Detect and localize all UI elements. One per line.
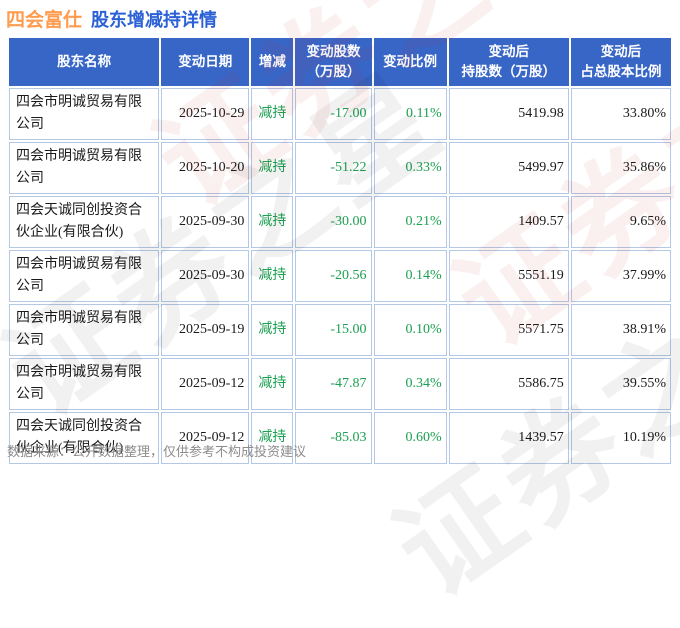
cell-shares-after: 5499.97 (448, 142, 569, 194)
page-title: 四会富仕 股东增减持详情 (6, 5, 217, 32)
cell-action: 减持 (251, 142, 294, 194)
cell-change-date: 2025-09-30 (161, 196, 250, 248)
cell-change-date: 2025-09-30 (161, 250, 250, 302)
cell-change-date: 2025-10-20 (161, 142, 250, 194)
cell-change-ratio: 0.21% (373, 196, 447, 248)
cell-shares-after: 1409.57 (448, 196, 569, 248)
stock-name: 四会富仕 (6, 10, 83, 31)
cell-shareholder-name: 四会天诚同创投资合伙企业(有限合伙) (9, 412, 160, 464)
cell-shareholder-name: 四会天诚同创投资合伙企业(有限合伙) (9, 196, 160, 248)
cell-change-date: 2025-10-29 (161, 88, 250, 140)
cell-shareholder-name: 四会市明诚贸易有限公司 (9, 250, 160, 302)
cell-ratio-after: 9.65% (570, 196, 671, 248)
cell-ratio-after: 33.80% (570, 88, 671, 140)
cell-ratio-after: 10.19% (570, 412, 671, 464)
cell-change-shares: -85.03 (295, 412, 372, 464)
cell-shares-after: 5586.75 (448, 358, 569, 410)
cell-ratio-after: 38.91% (570, 304, 671, 356)
table-row: 四会市明诚贸易有限公司 2025-09-30 减持 -20.56 0.14% 5… (9, 250, 671, 302)
col-header-shareholder-name: 股东名称 (9, 38, 160, 86)
cell-change-shares: -51.22 (295, 142, 372, 194)
cell-change-shares: -17.00 (295, 88, 372, 140)
col-header-change-ratio: 变动比例 (373, 38, 447, 86)
col-header-ratio-after: 变动后 占总股本比例 (570, 38, 671, 86)
cell-change-ratio: 0.10% (373, 304, 447, 356)
table-row: 四会市明诚贸易有限公司 2025-10-20 减持 -51.22 0.33% 5… (9, 142, 671, 194)
cell-action: 减持 (251, 358, 294, 410)
col-header-shares-after: 变动后 持股数（万股） (448, 38, 569, 86)
col-header-change-shares: 变动股数 （万股） (295, 38, 372, 86)
shareholding-changes-table: 股东名称 变动日期 增减 变动股数 （万股） 变动比例 变动后 持股数（万股） … (7, 36, 673, 466)
cell-change-date: 2025-09-12 (161, 358, 250, 410)
cell-change-shares: -20.56 (295, 250, 372, 302)
cell-change-shares: -15.00 (295, 304, 372, 356)
cell-change-shares: -30.00 (295, 196, 372, 248)
table-row: 四会市明诚贸易有限公司 2025-10-29 减持 -17.00 0.11% 5… (9, 88, 671, 140)
cell-change-date: 2025-09-12 (161, 412, 250, 464)
cell-ratio-after: 35.86% (570, 142, 671, 194)
cell-shares-after: 1439.57 (448, 412, 569, 464)
cell-ratio-after: 37.99% (570, 250, 671, 302)
cell-shareholder-name: 四会市明诚贸易有限公司 (9, 88, 160, 140)
cell-shareholder-name: 四会市明诚贸易有限公司 (9, 304, 160, 356)
cell-change-date: 2025-09-19 (161, 304, 250, 356)
table-row: 四会天诚同创投资合伙企业(有限合伙) 2025-09-12 减持 -85.03 … (9, 412, 671, 464)
cell-change-ratio: 0.14% (373, 250, 447, 302)
cell-change-ratio: 0.34% (373, 358, 447, 410)
cell-action: 减持 (251, 304, 294, 356)
table-header-row: 股东名称 变动日期 增减 变动股数 （万股） 变动比例 变动后 持股数（万股） … (9, 38, 671, 86)
cell-action: 减持 (251, 196, 294, 248)
table-row: 四会市明诚贸易有限公司 2025-09-12 减持 -47.87 0.34% 5… (9, 358, 671, 410)
cell-shareholder-name: 四会市明诚贸易有限公司 (9, 142, 160, 194)
cell-change-ratio: 0.33% (373, 142, 447, 194)
data-source-disclaimer: 数据来源：公开数据整理，仅供参考不构成投资建议 (7, 444, 307, 459)
table-row: 四会天诚同创投资合伙企业(有限合伙) 2025-09-30 减持 -30.00 … (9, 196, 671, 248)
cell-shares-after: 5551.19 (448, 250, 569, 302)
cell-shareholder-name: 四会市明诚贸易有限公司 (9, 358, 160, 410)
cell-shares-after: 5419.98 (448, 88, 569, 140)
cell-action: 减持 (251, 250, 294, 302)
cell-change-shares: -47.87 (295, 358, 372, 410)
cell-shares-after: 5571.75 (448, 304, 569, 356)
col-header-action: 增减 (251, 38, 294, 86)
cell-ratio-after: 39.55% (570, 358, 671, 410)
cell-change-ratio: 0.60% (373, 412, 447, 464)
col-header-change-date: 变动日期 (161, 38, 250, 86)
table-row: 四会市明诚贸易有限公司 2025-09-19 减持 -15.00 0.10% 5… (9, 304, 671, 356)
cell-change-ratio: 0.11% (373, 88, 447, 140)
cell-action: 减持 (251, 88, 294, 140)
page-title-text: 股东增减持详情 (91, 10, 218, 30)
